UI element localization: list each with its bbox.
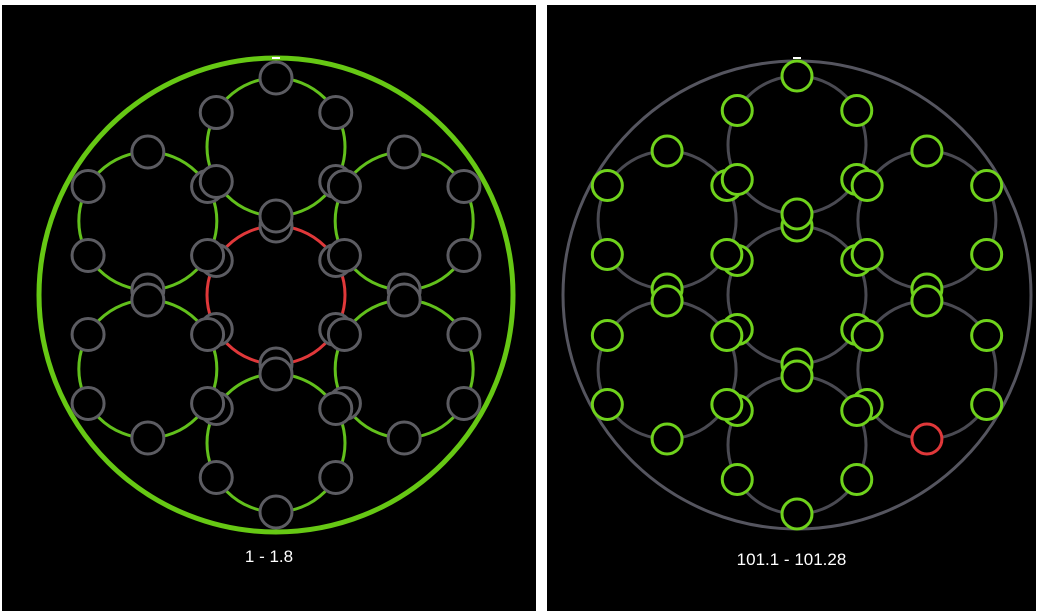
- fiber-node: [840, 463, 874, 496]
- fiber-node: [386, 134, 422, 170]
- fiber-node: [970, 238, 1004, 271]
- fiber-node: [258, 356, 294, 392]
- fiber-node: [720, 463, 754, 496]
- fiber-node: [590, 388, 624, 421]
- tube-ring: [596, 299, 738, 441]
- tube-ring: [333, 298, 475, 440]
- fiber-node: [910, 134, 944, 168]
- fiber-node: [318, 460, 354, 495]
- fiber-node: [70, 386, 106, 421]
- tube-ring: [726, 374, 868, 516]
- tube-ring: [726, 74, 868, 216]
- outer-ring: [561, 59, 1033, 531]
- tube-ring: [596, 149, 738, 291]
- fiber-node: [710, 238, 744, 271]
- panel-caption: 1 - 1.8: [244, 547, 294, 566]
- fiber-node: [780, 359, 814, 393]
- tube-ring: [205, 224, 347, 366]
- fiber-node: [720, 94, 754, 127]
- fiber-node: [70, 238, 106, 273]
- tube-ring: [205, 372, 347, 514]
- tube-ring: [205, 76, 347, 218]
- tube-ring: [726, 224, 868, 366]
- fiber-node: [910, 422, 944, 456]
- fiber-node: [446, 238, 482, 273]
- fiber-node: [326, 317, 362, 352]
- fiber-node: [970, 388, 1004, 421]
- fiber-node: [198, 95, 234, 130]
- fiber-node: [326, 238, 362, 273]
- fiber-node: [720, 163, 754, 196]
- fiber-node: [446, 317, 482, 352]
- fiber-node: [840, 94, 874, 127]
- right-panel: 101.1 - 101.28: [547, 5, 1036, 611]
- fiber-node: [590, 169, 624, 202]
- fiber-node: [910, 284, 944, 318]
- tube-ring: [856, 299, 998, 441]
- fiber-node: [190, 386, 226, 421]
- fiber-node: [386, 420, 422, 456]
- fiber-node: [970, 169, 1004, 202]
- fiber-node: [710, 319, 744, 352]
- fiber-bundle-diagram: [36, 55, 516, 535]
- fiber-bundle-diagram: [561, 57, 1033, 531]
- fiber-node: [318, 391, 354, 426]
- fiber-node: [850, 169, 884, 202]
- tube-ring: [77, 298, 219, 440]
- fiber-node: [326, 169, 362, 204]
- fiber-node: [590, 319, 624, 352]
- fiber-node: [590, 238, 624, 271]
- fiber-node: [650, 134, 684, 168]
- fiber-node: [650, 284, 684, 318]
- fiber-node: [710, 388, 744, 421]
- fiber-node: [840, 394, 874, 427]
- fiber-node: [386, 282, 422, 318]
- fiber-node: [70, 317, 106, 352]
- fiber-node: [446, 386, 482, 421]
- outer-ring: [36, 55, 516, 535]
- fiber-node: [130, 134, 166, 170]
- tube-ring: [333, 150, 475, 292]
- fiber-node: [650, 422, 684, 456]
- left-panel: 1 - 1.8: [2, 5, 536, 611]
- fiber-node: [780, 497, 814, 531]
- fiber-node: [130, 420, 166, 456]
- fiber-node: [318, 95, 354, 130]
- fiber-node: [258, 60, 294, 96]
- fiber-node: [850, 238, 884, 271]
- fiber-node: [780, 59, 814, 93]
- fiber-node: [190, 238, 226, 273]
- fiber-node: [970, 319, 1004, 352]
- panel-caption: 101.1 - 101.28: [736, 550, 847, 569]
- fiber-node: [198, 460, 234, 495]
- orientation-marker: [272, 57, 280, 59]
- fiber-node: [258, 198, 294, 234]
- fiber-node: [70, 169, 106, 204]
- fiber-node: [190, 317, 226, 352]
- tube-ring: [856, 149, 998, 291]
- fiber-node: [198, 164, 234, 199]
- fiber-node: [850, 319, 884, 352]
- orientation-marker: [793, 57, 801, 59]
- fiber-node: [258, 494, 294, 530]
- fiber-node: [130, 282, 166, 318]
- tube-ring: [77, 150, 219, 292]
- fiber-node: [446, 169, 482, 204]
- fiber-node: [780, 197, 814, 231]
